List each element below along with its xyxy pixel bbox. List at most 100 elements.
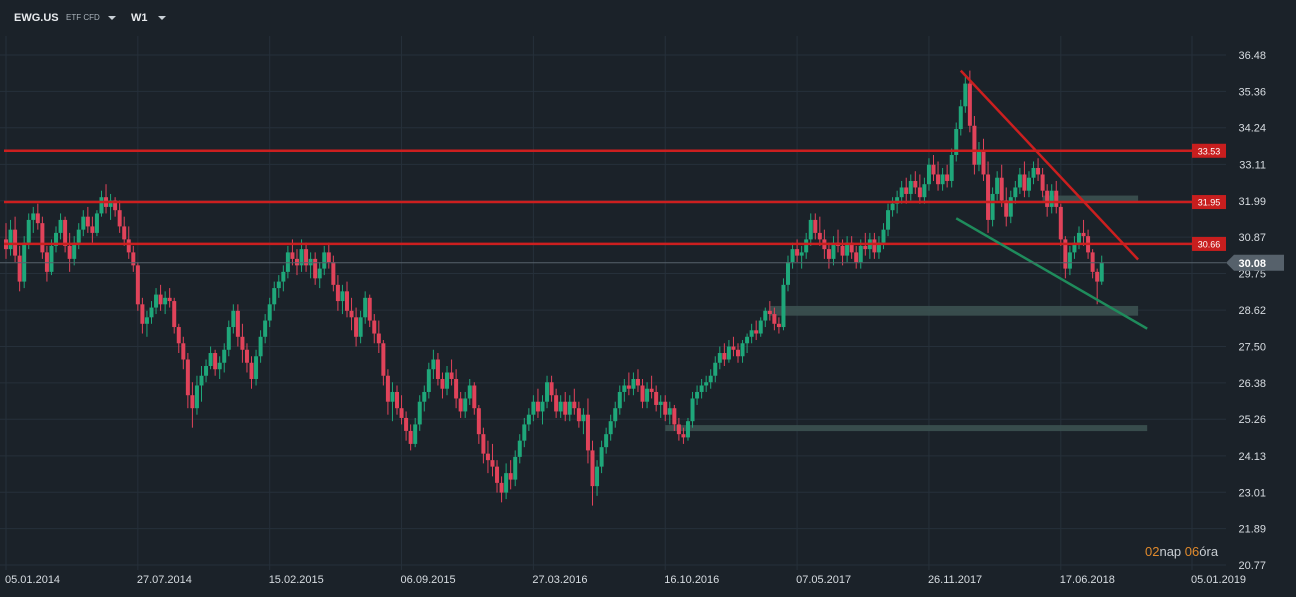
candle-body [945, 174, 950, 181]
candle-body [854, 252, 859, 263]
candle-body [731, 346, 736, 350]
trendlines[interactable] [955, 69, 1148, 330]
candle-up [390, 382, 395, 422]
candle-up [108, 193, 113, 220]
timeframe-select[interactable]: W1 [131, 12, 166, 24]
candle-up [513, 450, 518, 487]
candle-body [976, 151, 981, 165]
candle-up [599, 440, 604, 474]
candle-body [558, 401, 563, 412]
candle-up [617, 385, 622, 415]
candle-body [381, 343, 386, 376]
candle-up [954, 122, 959, 162]
candle-body [1081, 232, 1086, 237]
candle-up [1049, 184, 1054, 214]
candle-down [731, 336, 736, 357]
candle-down [535, 388, 540, 418]
candle-up [708, 369, 713, 389]
candle-down [13, 216, 18, 263]
candle-up [431, 349, 436, 379]
timeframe-label: W1 [131, 12, 148, 24]
candle-body [981, 151, 986, 175]
candle-up [949, 148, 954, 188]
candle-up [558, 395, 563, 418]
candle-up [704, 375, 709, 392]
candle-down [986, 161, 991, 233]
candle-body [317, 268, 322, 279]
candle-up [363, 291, 368, 324]
candle-body [181, 343, 186, 360]
candle-body [158, 294, 163, 305]
candle-down [722, 343, 727, 366]
candle-body [485, 453, 490, 461]
candle-body [690, 398, 695, 422]
candle-body [786, 262, 791, 285]
candle-countdown: 02nap 06óra [1145, 544, 1218, 559]
candle-body [713, 362, 718, 376]
candle-up [163, 291, 168, 315]
candle-up [1031, 161, 1036, 185]
candle-body [349, 310, 354, 318]
candle-down [44, 245, 49, 282]
candle-down [626, 372, 631, 396]
candle-down [395, 385, 400, 415]
candle-up [281, 265, 286, 292]
candle-up [526, 408, 531, 431]
candle-body [995, 177, 1000, 194]
symbol-label[interactable]: EWG.US [14, 12, 59, 24]
candle-body [226, 327, 231, 350]
candle-down [185, 353, 190, 409]
candle-body [1076, 232, 1081, 243]
candle-up [317, 262, 322, 289]
candle-up [876, 236, 881, 259]
candle-up [963, 77, 968, 113]
candle-up [31, 206, 36, 233]
candle-up [690, 391, 695, 428]
candle-down [172, 297, 177, 334]
candle-body [122, 226, 127, 240]
y-tick-label: 27.50 [1238, 342, 1266, 354]
instrument-type-select[interactable]: ETF CFD [66, 13, 116, 22]
candle-up [413, 417, 418, 448]
trendline[interactable] [955, 217, 1148, 330]
candle-body [463, 398, 468, 412]
candle-body [540, 401, 545, 412]
candle-up [445, 365, 450, 396]
candle-body [26, 219, 31, 243]
candle-down [17, 245, 22, 292]
candles [4, 70, 1104, 506]
candle-body [199, 375, 204, 386]
candle-body [699, 385, 704, 392]
candle-up [1067, 245, 1072, 276]
horizontal-levels[interactable]: 33.53 31.95 30.66 [4, 143, 1226, 251]
candle-up [758, 317, 763, 337]
candle-body [649, 388, 654, 392]
candle-down [1036, 158, 1041, 181]
candle-down [331, 255, 336, 292]
resistance-level[interactable]: 30.66 [4, 236, 1226, 251]
support-zones [665, 195, 1148, 432]
trendline[interactable] [959, 69, 1140, 261]
resistance-level[interactable]: 33.53 [4, 143, 1226, 158]
candle-body [585, 414, 590, 451]
candle-up [99, 190, 104, 217]
candle-up [908, 174, 913, 201]
candle-down [508, 460, 513, 490]
candle-down [408, 424, 413, 451]
x-axis: 05.01.2014 27.07.2014 15.02.2015 06.09.2015… [5, 574, 1246, 586]
candle-body [1049, 190, 1054, 207]
candle-down [454, 369, 459, 409]
candle-body [449, 372, 454, 379]
x-tick-label: 06.09.2015 [401, 574, 456, 586]
candle-body [1017, 174, 1022, 188]
candle-body [404, 417, 409, 431]
candle-up [208, 346, 213, 370]
candle-up [604, 427, 609, 454]
candle-body [595, 466, 600, 487]
candle-up [517, 434, 522, 464]
resistance-level[interactable]: 31.95 [4, 195, 1226, 210]
candle-body [131, 252, 136, 266]
candle-body [845, 242, 850, 256]
chevron-down-icon [157, 16, 166, 20]
